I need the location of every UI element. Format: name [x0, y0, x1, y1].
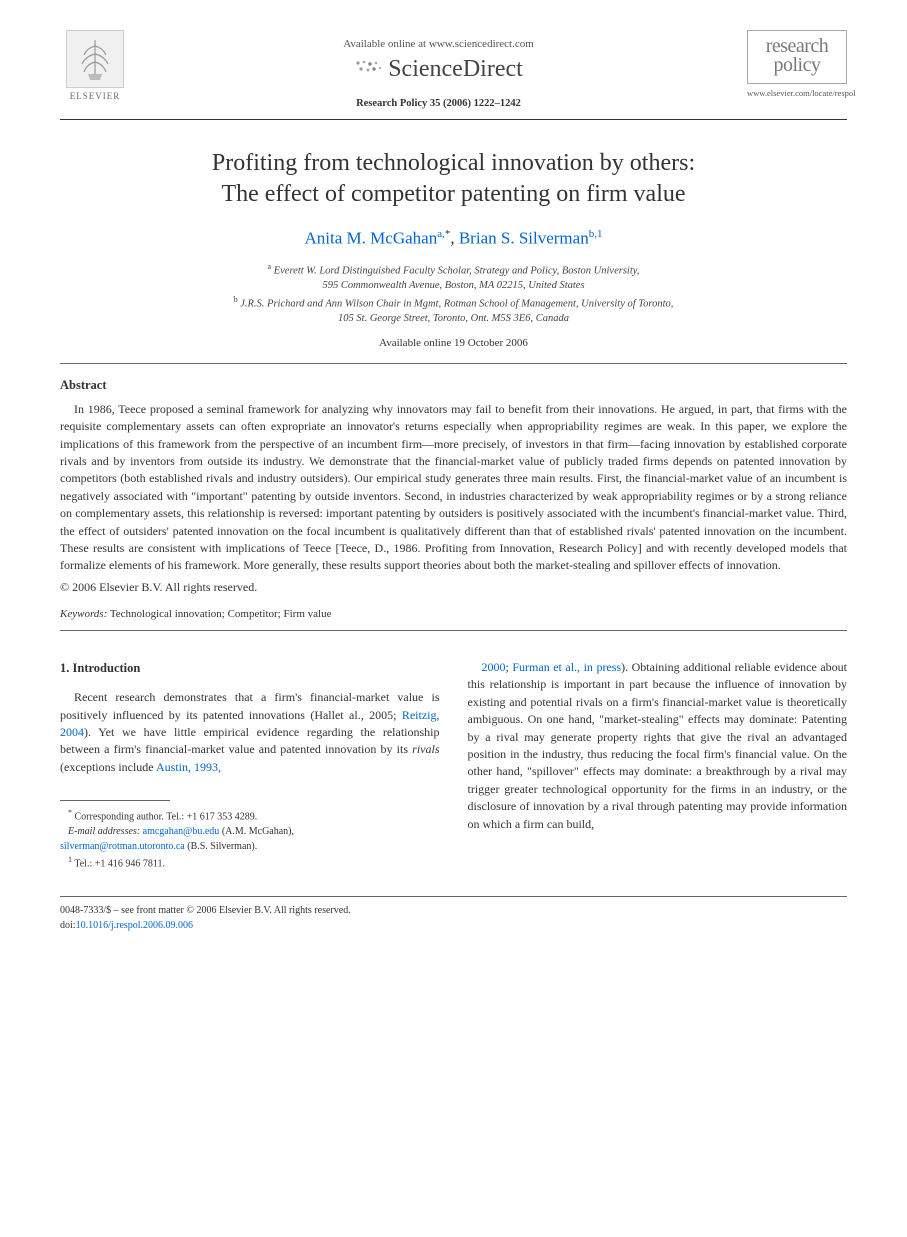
- footer-rule: [60, 896, 847, 897]
- title-line-1: Profiting from technological innovation …: [212, 150, 695, 176]
- sciencedirect-logo: ScienceDirect: [130, 56, 747, 84]
- doi-prefix: doi:: [60, 920, 76, 931]
- affil-a-sup: a: [268, 262, 272, 271]
- footnote-1-text: Tel.: +1 416 946 7811.: [72, 859, 165, 870]
- elsevier-tree-icon: [66, 30, 124, 88]
- title-line-2: The effect of competitor patenting on fi…: [221, 181, 685, 207]
- keywords-block: Keywords: Technological innovation; Comp…: [60, 608, 847, 620]
- center-header: Available online at www.sciencedirect.co…: [130, 30, 747, 109]
- body-columns: 1. Introduction Recent research demonstr…: [60, 659, 847, 872]
- keywords-label: Keywords:: [60, 608, 107, 620]
- author-2-link[interactable]: Brian S. Silverman: [459, 229, 589, 248]
- email-link-1[interactable]: amcgahan@bu.edu: [143, 826, 220, 837]
- intro-paragraph-left: Recent research demonstrates that a firm…: [60, 689, 440, 776]
- footnote-rule: [60, 800, 170, 801]
- affil-a-line1: Everett W. Lord Distinguished Faculty Sc…: [274, 266, 640, 277]
- intro-paragraph-right: 2000; Furman et al., in press). Obtainin…: [468, 659, 848, 833]
- footer-doi-line: doi:10.1016/j.respol.2006.09.006: [60, 918, 847, 933]
- footnote-corr-text: Corresponding author. Tel.: +1 617 353 4…: [72, 811, 257, 822]
- journal-title-word2: policy: [774, 54, 821, 76]
- journal-title: research policy: [747, 30, 847, 84]
- footnotes-block: * Corresponding author. Tel.: +1 617 353…: [60, 807, 440, 872]
- header-rule: [60, 119, 847, 120]
- column-left: 1. Introduction Recent research demonstr…: [60, 659, 440, 872]
- intro-text-2b: ). Obtaining additional reliable evidenc…: [468, 660, 848, 831]
- doi-link[interactable]: 10.1016/j.respol.2006.09.006: [76, 920, 194, 931]
- citation-furman[interactable]: Furman et al., in press: [512, 660, 621, 674]
- sciencedirect-dots-icon: [354, 57, 384, 84]
- affiliations: a Everett W. Lord Distinguished Faculty …: [60, 261, 847, 327]
- footnote-tel: 1 Tel.: +1 416 946 7811.: [60, 854, 440, 871]
- journal-cover-box: research policy www.elsevier.com/locate/…: [747, 30, 847, 98]
- elsevier-logo-block: ELSEVIER: [60, 30, 130, 101]
- footer-frontmatter: 0048-7333/$ – see front matter © 2006 El…: [60, 903, 847, 918]
- intro-text-1b: ). Yet we have little empirical evidence…: [60, 725, 440, 756]
- elsevier-name: ELSEVIER: [60, 91, 130, 101]
- section-1-heading: 1. Introduction: [60, 659, 440, 677]
- email-1-who: (A.M. McGahan),: [219, 826, 294, 837]
- intro-text-1c: (exceptions include: [60, 760, 156, 774]
- keywords-text: Technological innovation; Competitor; Fi…: [107, 608, 331, 620]
- affil-b-sup: b: [234, 295, 238, 304]
- affil-b-line2: 105 St. George Street, Toronto, Ont. M5S…: [338, 313, 569, 324]
- copyright-line: © 2006 Elsevier B.V. All rights reserved…: [60, 579, 847, 596]
- header-row: ELSEVIER Available online at www.science…: [60, 30, 847, 109]
- author-1-affil-sup: a,: [437, 228, 445, 240]
- post-keywords-rule: [60, 630, 847, 631]
- available-online-text: Available online at www.sciencedirect.co…: [130, 38, 747, 50]
- affil-a-line2: 595 Commonwealth Avenue, Boston, MA 0221…: [322, 280, 584, 291]
- author-1-link[interactable]: Anita M. McGahan: [305, 229, 438, 248]
- email-link-2[interactable]: silverman@rotman.utoronto.ca: [60, 841, 185, 852]
- intro-rivals-italic: rivals: [412, 742, 439, 756]
- journal-url: www.elsevier.com/locate/respol: [747, 88, 847, 98]
- author-separator: ,: [450, 229, 459, 248]
- abstract-heading: Abstract: [60, 378, 847, 393]
- author-2-affil-sup: b,1: [589, 228, 603, 240]
- citation-line: Research Policy 35 (2006) 1222–1242: [130, 98, 747, 109]
- footnote-email-label: E-mail addresses:: [68, 826, 140, 837]
- abstract-body: In 1986, Teece proposed a seminal framew…: [60, 401, 847, 575]
- footnote-emails: E-mail addresses: amcgahan@bu.edu (A.M. …: [60, 824, 440, 854]
- email-2-who: (B.S. Silverman).: [185, 841, 258, 852]
- pre-abstract-rule: [60, 363, 847, 364]
- sciencedirect-text: ScienceDirect: [388, 56, 523, 82]
- citation-austin[interactable]: Austin, 1993,: [156, 760, 221, 774]
- author-list: Anita M. McGahana,*, Brian S. Silvermanb…: [60, 228, 847, 249]
- footer-block: 0048-7333/$ – see front matter © 2006 El…: [60, 903, 847, 933]
- footnote-corresponding: * Corresponding author. Tel.: +1 617 353…: [60, 807, 440, 824]
- article-title: Profiting from technological innovation …: [60, 148, 847, 210]
- affil-b-line1: J.R.S. Prichard and Ann Wilson Chair in …: [240, 298, 673, 309]
- available-date: Available online 19 October 2006: [60, 337, 847, 349]
- column-right: 2000; Furman et al., in press). Obtainin…: [468, 659, 848, 872]
- intro-text-1a: Recent research demonstrates that a firm…: [60, 690, 440, 721]
- citation-2000[interactable]: 2000: [482, 660, 506, 674]
